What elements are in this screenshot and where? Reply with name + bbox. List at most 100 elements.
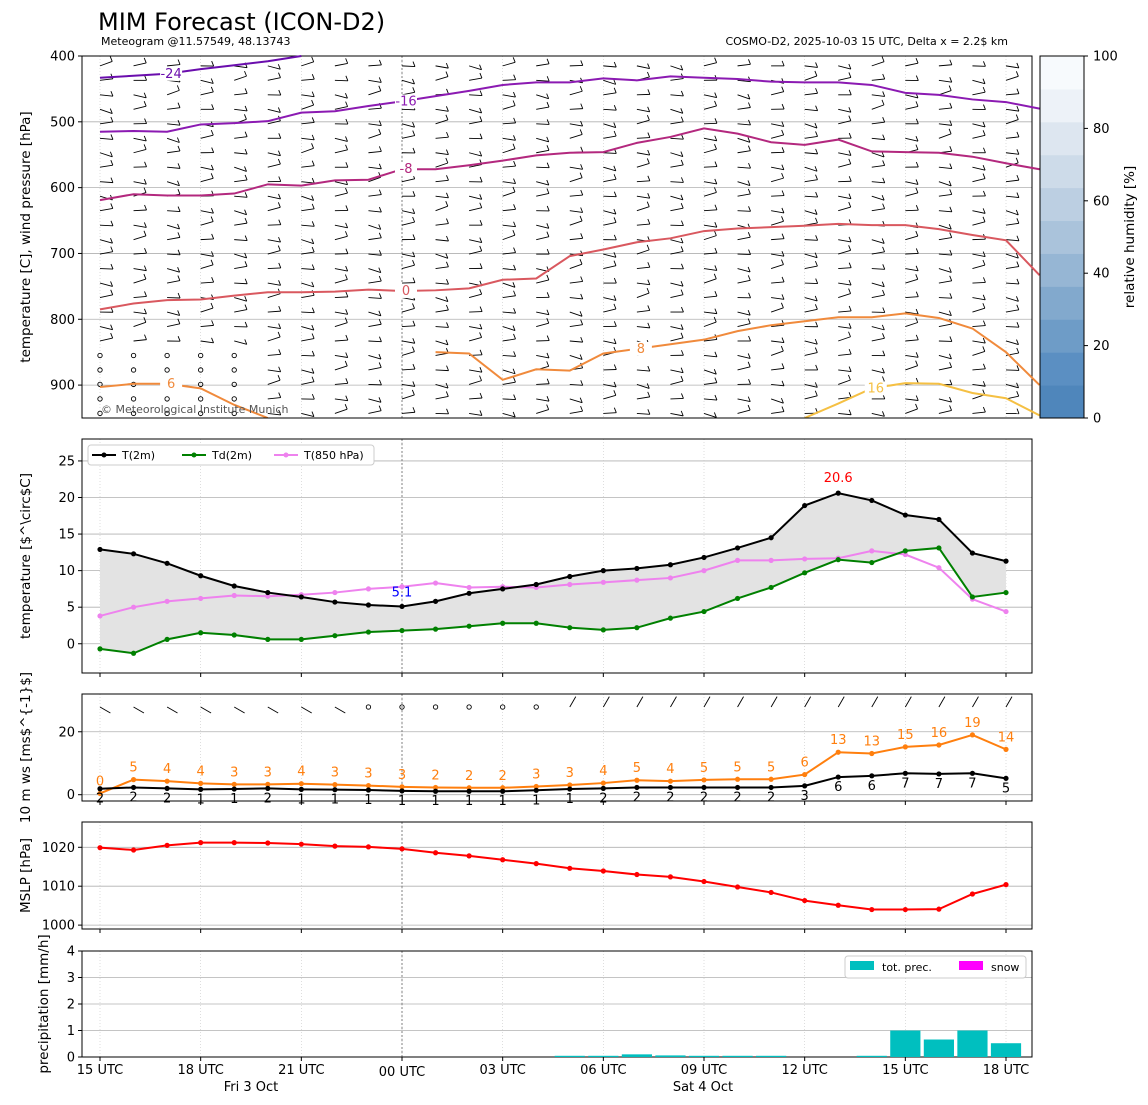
data-point [802, 783, 808, 789]
wind-barb-flag [613, 217, 617, 223]
wind-barb-flag [311, 307, 315, 313]
wind-barb-flag [949, 232, 953, 238]
data-point [768, 584, 774, 591]
wind-barb-flag [311, 74, 315, 80]
wind-barb-flag [647, 106, 651, 112]
legend-label: tot. prec. [882, 961, 932, 974]
wind-barb [1005, 266, 1019, 270]
wind-barb-flag [546, 76, 550, 82]
legend-box [87, 444, 375, 466]
data-point [1003, 558, 1009, 564]
wind-barb-flag [211, 147, 215, 153]
wind-barb [636, 195, 650, 199]
wind-barb-flag [882, 73, 886, 80]
wind-barb [972, 166, 986, 171]
data-point [500, 586, 506, 592]
wind-barb-flag [513, 178, 516, 184]
wind-barb-flag [110, 324, 114, 330]
data-point [298, 594, 304, 600]
wind-barb-flag [848, 305, 852, 312]
wind-barb [133, 235, 147, 241]
wind-barb [804, 92, 818, 96]
wind-barb [737, 398, 751, 403]
wind-barb [871, 251, 885, 255]
wind-barb [435, 108, 449, 112]
isotherm-label: 6 [167, 377, 175, 392]
precip-bar [890, 1030, 921, 1057]
wind-barb-flag [814, 338, 818, 345]
wind-barb [435, 340, 449, 346]
wind-barb-flag [411, 389, 415, 396]
wind-barb-flag [277, 375, 281, 381]
wind-barb-flag [378, 319, 382, 325]
wind-barb [334, 94, 348, 99]
wind-barb [166, 89, 180, 96]
wind-barb [435, 179, 449, 183]
wind-barb [133, 321, 146, 327]
wind-barb [368, 297, 382, 299]
wind-barb-flag [949, 396, 952, 403]
wind-barb-flag [781, 259, 784, 265]
wind-barb-flag [613, 122, 617, 128]
wind-barb [770, 307, 784, 313]
calm-wind-marker [231, 410, 237, 417]
wind-barb-flag [277, 158, 281, 165]
wind-barb [737, 210, 751, 212]
wind-barb-flag [882, 203, 886, 209]
wind-barb-flag [412, 78, 415, 85]
wind-barb [569, 281, 583, 284]
calm-wind-marker [533, 704, 539, 710]
wind-barb-flag [445, 106, 449, 112]
data-label: 5 [1002, 781, 1010, 796]
wind-barb-flag [915, 274, 919, 280]
y-tick-label: 0 [67, 637, 75, 652]
wind-barb [401, 308, 415, 313]
wind-barb [401, 394, 415, 400]
wind-barb [771, 238, 785, 241]
wind-barb-flag [513, 351, 517, 357]
wind-barb-flag [881, 281, 885, 287]
wind-barb-flag [680, 375, 684, 382]
wind-barb-flag [479, 375, 482, 381]
wind-barb-flag [546, 136, 550, 143]
wind-barb-flag [680, 151, 684, 157]
wind-barb-flag [344, 360, 348, 367]
data-point [936, 516, 942, 523]
wind-barb-flag [982, 337, 986, 344]
wind-barb-flag [378, 232, 382, 238]
wind-barb-flag [143, 179, 147, 185]
wind-barb [267, 310, 281, 313]
wind-barb-flag [613, 191, 617, 197]
wind-barb [737, 63, 751, 67]
wind-barb-flag [378, 189, 382, 195]
wind-barb [435, 326, 449, 328]
wind-barb-flag [747, 93, 751, 100]
wind-barb [267, 195, 281, 200]
wind-barb-flag [580, 276, 584, 282]
wind-barb-flag [949, 146, 953, 152]
colorbar-tick-label: 60 [1093, 194, 1110, 209]
wind-barb [804, 123, 818, 129]
data-point [600, 785, 606, 792]
wind-barb [401, 264, 415, 270]
wind-barb [838, 326, 852, 329]
wind-barb-flag [748, 119, 751, 126]
wind-barb-flag [748, 162, 751, 169]
wind-barb [1005, 75, 1019, 81]
wind-barb-flag [1016, 304, 1020, 310]
wind-barb-flag [579, 311, 583, 317]
wind-barb-flag [546, 335, 550, 341]
wind-barb-flag [412, 208, 416, 214]
wind-barb [636, 310, 650, 313]
wind-barb-flag [613, 208, 617, 215]
wind-barb [871, 121, 885, 125]
wind-barb-flag [177, 188, 181, 195]
wind-barb-flag [1016, 149, 1020, 155]
wind-barb [234, 297, 247, 302]
wind-barb-flag [446, 279, 449, 285]
wind-barb-flag [815, 260, 818, 267]
wind-barb-flag [446, 88, 449, 95]
data-label: 1 [331, 793, 339, 808]
wind-barb-flag [211, 276, 215, 283]
wind-barb [368, 311, 382, 317]
